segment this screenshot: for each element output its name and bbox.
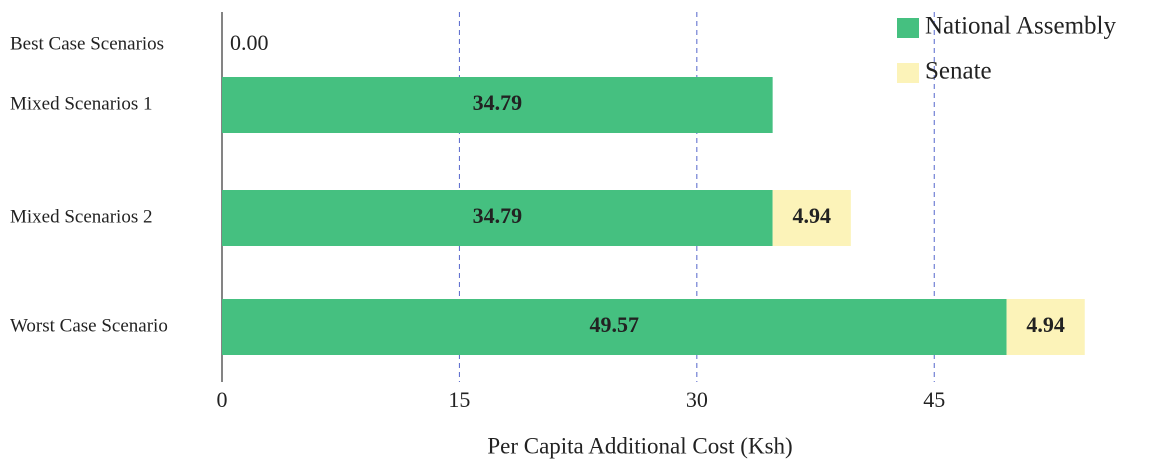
x-tick-label: 15: [448, 387, 470, 412]
value-label: 34.79: [473, 90, 523, 115]
bar-segment: [772, 190, 851, 246]
y-tick-label: Mixed Scenarios 1: [10, 93, 152, 114]
x-tick-label: 45: [923, 387, 945, 412]
value-label: 4.94: [792, 203, 831, 228]
value-label: 4.94: [1026, 312, 1065, 337]
value-label: 0.00: [230, 30, 269, 55]
legend-label: Senate: [925, 58, 992, 85]
x-tick-label: 30: [686, 387, 708, 412]
legend-swatch: [897, 63, 919, 83]
legend-label: National Assembly: [925, 13, 1116, 40]
bar-segment: [1006, 299, 1085, 355]
y-tick-label: Best Case Scenarios: [10, 33, 164, 54]
x-tick-label: 0: [217, 387, 228, 412]
value-label: 49.57: [590, 312, 640, 337]
bar-segment: [222, 190, 773, 246]
x-axis-title: Per Capita Additional Cost (Ksh): [487, 433, 792, 458]
y-tick-label: Worst Case Scenario: [10, 315, 168, 336]
legend-swatch: [897, 18, 919, 38]
value-label: 34.79: [473, 203, 523, 228]
bar-segment: [222, 77, 773, 133]
y-tick-label: Mixed Scenarios 2: [10, 206, 152, 227]
bar-segment: [222, 299, 1007, 355]
